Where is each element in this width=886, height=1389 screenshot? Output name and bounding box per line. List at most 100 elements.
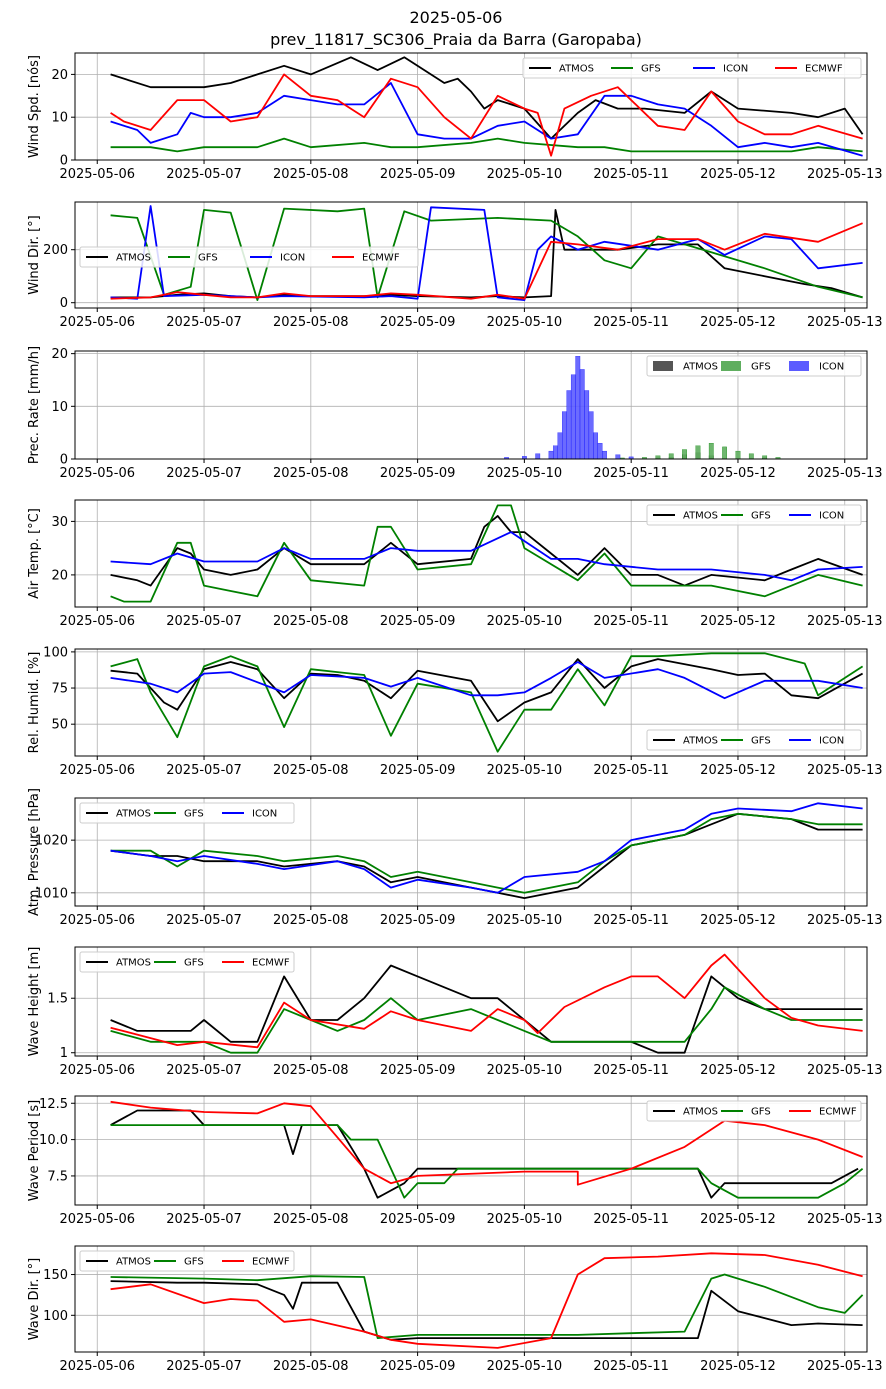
y-tick-label: 1010 (35, 886, 68, 901)
legend: ATMOS GFS ICON ECMWF (522, 57, 862, 79)
panel-4: 2025-05-06 2025-05-07 2025-05-08 2025-05-09… (27, 499, 883, 629)
x-tick-label: 2025-05-10 (487, 1359, 563, 1374)
x-tick-label: 2025-05-12 (700, 763, 776, 778)
axes-frame (74, 52, 868, 161)
legend-box (79, 1250, 295, 1272)
x-tick-label: 2025-05-09 (380, 315, 456, 330)
y-tick-label: 20 (51, 68, 68, 83)
panel-2: 2025-05-06 2025-05-07 2025-05-08 2025-05-09… (27, 201, 883, 330)
legend-label-gfs: GFS (751, 1107, 771, 1118)
legend-label-atmos: ATMOS (116, 958, 151, 969)
bar-icon (535, 453, 541, 459)
axes-frame (74, 201, 868, 309)
figure-title-date: 2025-05-06 (410, 8, 503, 27)
legend: ATMOS GFS ICON (646, 355, 862, 377)
axes-frame (74, 350, 868, 460)
legend-label-ecmwf: ECMWF (362, 253, 400, 264)
x-tick-label: 2025-05-11 (593, 315, 669, 330)
x-tick-label: 2025-05-13 (807, 315, 883, 330)
y-axis-label: Wave Height [m] (27, 947, 42, 1057)
x-tick-label: 2025-05-09 (380, 763, 456, 778)
y-tick-label: 20 (51, 347, 68, 362)
series-line-atmos (110, 964, 863, 1054)
y-tick-label: 20 (51, 568, 68, 583)
axes-frame (74, 797, 868, 907)
legend-label-atmos: ATMOS (116, 809, 151, 820)
legend-label-icon: ICON (819, 736, 844, 747)
legend-label-icon: ICON (252, 809, 277, 820)
legend-swatch-icon (789, 361, 809, 371)
legend-swatch-gfs (721, 361, 741, 371)
series-line-gfs (110, 1124, 864, 1199)
legend: ATMOS GFS ECMWF (646, 1100, 862, 1122)
x-tick-label: 2025-05-06 (59, 763, 135, 778)
bar-icon (597, 443, 603, 459)
bar-icon (566, 390, 572, 459)
legend: ATMOS GFS ECMWF (79, 1250, 295, 1272)
x-tick-label: 2025-05-10 (487, 466, 563, 481)
x-tick-label: 2025-05-10 (487, 315, 563, 330)
y-tick-label: 150 (43, 1268, 68, 1283)
bar-icon (579, 369, 585, 459)
bar-gfs (722, 446, 727, 459)
x-tick-label: 2025-05-08 (273, 1063, 349, 1078)
x-tick-label: 2025-05-12 (700, 1212, 776, 1227)
bar-icon (584, 390, 590, 459)
x-tick-label: 2025-05-07 (166, 1212, 242, 1227)
x-tick-label: 2025-05-06 (59, 1212, 135, 1227)
x-tick-label: 2025-05-12 (700, 913, 776, 928)
series-line-atmos (110, 515, 863, 587)
bar-gfs (642, 457, 647, 459)
y-tick-label: 12.5 (39, 1097, 68, 1112)
x-tick-label: 2025-05-10 (487, 763, 563, 778)
axes-frame (74, 499, 868, 608)
y-axis-label: Prec. Rate [mm/h] (27, 346, 42, 464)
bar-gfs (735, 450, 741, 459)
x-tick-label: 2025-05-12 (700, 315, 776, 330)
x-tick-label: 2025-05-12 (700, 1359, 776, 1374)
x-tick-label: 2025-05-12 (700, 167, 776, 182)
series-line-atmos (110, 658, 864, 723)
y-tick-label: 100 (43, 1309, 68, 1324)
legend-label-gfs: GFS (751, 362, 771, 373)
y-tick-label: 0 (60, 154, 68, 169)
legend: ATMOS GFS ICON (646, 729, 862, 751)
legend-box (646, 1100, 862, 1122)
x-tick-label: 2025-05-09 (380, 1063, 456, 1078)
bar-icon (553, 445, 558, 459)
x-tick-label: 2025-05-09 (380, 913, 456, 928)
legend-label-gfs: GFS (184, 1257, 204, 1268)
x-tick-label: 2025-05-11 (593, 466, 669, 481)
legend-label-atmos: ATMOS (683, 1107, 718, 1118)
y-tick-label: 10 (51, 111, 68, 126)
legend-label-atmos: ATMOS (116, 253, 151, 264)
plot-area (110, 802, 863, 899)
bar-gfs (748, 453, 754, 459)
y-tick-label: 1 (60, 1046, 68, 1061)
legend-label-icon: ICON (723, 64, 748, 75)
x-tick-label: 2025-05-09 (380, 167, 456, 182)
legend-label-ecmwf: ECMWF (252, 1257, 290, 1268)
series-line-icon (110, 531, 863, 582)
legend-label-gfs: GFS (198, 253, 218, 264)
x-tick-label: 2025-05-07 (166, 167, 242, 182)
y-tick-label: 7.5 (47, 1169, 68, 1184)
panel-6: 2025-05-06 2025-05-07 2025-05-08 2025-05-09… (27, 788, 883, 928)
panel-7: 2025-05-06 2025-05-07 2025-05-08 2025-05-09… (27, 946, 883, 1078)
legend-label-icon: ICON (819, 362, 844, 373)
y-axis-label: Atm. Pressure [hPa] (27, 788, 42, 916)
series-line-ecmwf (110, 953, 863, 1049)
x-tick-label: 2025-05-06 (59, 1063, 135, 1078)
x-tick-label: 2025-05-08 (273, 167, 349, 182)
legend-label-ecmwf: ECMWF (805, 64, 843, 75)
legend-label-atmos: ATMOS (683, 511, 718, 522)
legend-box (79, 802, 295, 824)
x-tick-label: 2025-05-10 (487, 167, 563, 182)
bar-icon (562, 411, 567, 459)
legend-label-atmos: ATMOS (683, 736, 718, 747)
y-tick-label: 200 (43, 243, 68, 258)
bar-icon (615, 454, 621, 459)
series-line-gfs (110, 812, 863, 894)
bar-icon (557, 432, 563, 459)
x-tick-label: 2025-05-11 (593, 763, 669, 778)
